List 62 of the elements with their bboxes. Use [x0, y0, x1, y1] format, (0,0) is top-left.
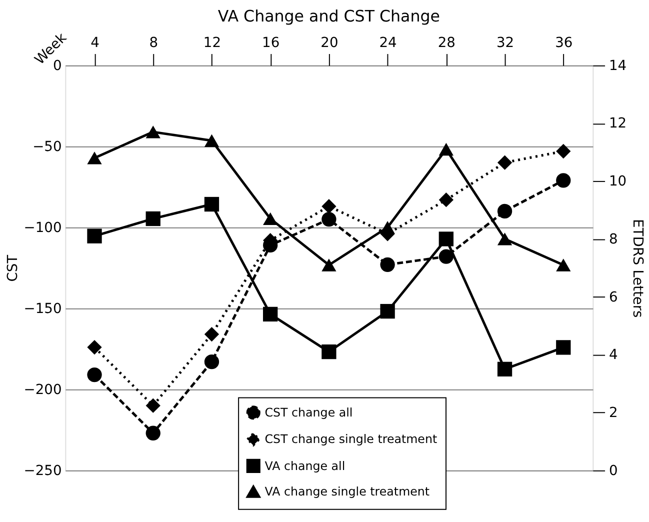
point — [556, 144, 571, 159]
y2-tick-label: 0 — [608, 462, 618, 479]
point — [146, 126, 160, 138]
y2-axis-title: ETDRS Letters — [630, 219, 646, 318]
point — [322, 199, 336, 214]
point — [263, 306, 278, 322]
chart-title: VA Change and CST Change — [218, 6, 440, 26]
x-tick-label: 20 — [320, 35, 338, 52]
point — [497, 155, 512, 170]
y2-tick-label: 8 — [608, 231, 618, 248]
legend-label: CST change all — [264, 406, 353, 420]
point — [497, 232, 512, 246]
y-tick-label: −200 — [24, 382, 62, 398]
point — [497, 204, 512, 218]
point — [263, 212, 278, 226]
point — [87, 152, 102, 164]
y2-tick-label: 12 — [608, 116, 627, 132]
point — [556, 173, 571, 188]
y-tick-label: −50 — [32, 138, 62, 155]
x-tick-label: 4 — [90, 35, 100, 52]
point — [322, 344, 336, 360]
x-tick-label: 32 — [496, 35, 514, 52]
y-axis-title: CST — [4, 254, 21, 282]
y2-tick-label: 2 — [608, 404, 618, 421]
point — [322, 258, 336, 272]
point — [204, 326, 220, 342]
y-tick-label: −150 — [24, 300, 62, 317]
point — [87, 340, 102, 355]
point — [87, 228, 102, 244]
point — [146, 211, 160, 226]
point — [438, 142, 454, 156]
point — [87, 368, 102, 382]
legend-label: VA change all — [264, 458, 346, 473]
point — [204, 196, 220, 212]
point — [438, 192, 454, 208]
x-tick-label: 28 — [438, 35, 456, 52]
y2-tick-label: 14 — [608, 58, 627, 74]
x-tick-label: 36 — [555, 35, 573, 52]
point — [556, 340, 571, 355]
point — [380, 304, 395, 319]
y2-tick-label: 4 — [608, 347, 618, 364]
point — [204, 134, 220, 147]
point — [556, 258, 571, 272]
x-tick-label: 16 — [262, 35, 280, 52]
y-tick-label: −100 — [24, 220, 62, 236]
x-tick-label: 12 — [203, 35, 222, 52]
point — [380, 257, 395, 272]
y-tick-label: −250 — [24, 462, 62, 479]
point — [438, 249, 454, 264]
point — [204, 354, 220, 370]
legend-label: VA change single treatment — [264, 484, 430, 499]
y2-tick-label: 10 — [608, 174, 627, 190]
point — [497, 362, 512, 376]
point — [380, 221, 395, 234]
point — [146, 426, 160, 440]
x-tick-label: 24 — [379, 35, 398, 52]
y2-tick-label: 6 — [608, 289, 618, 306]
point — [146, 398, 160, 413]
point — [322, 212, 336, 227]
x-tick-label: 8 — [149, 35, 158, 52]
point — [438, 232, 454, 246]
legend-label: CST change single treatment — [264, 432, 438, 446]
